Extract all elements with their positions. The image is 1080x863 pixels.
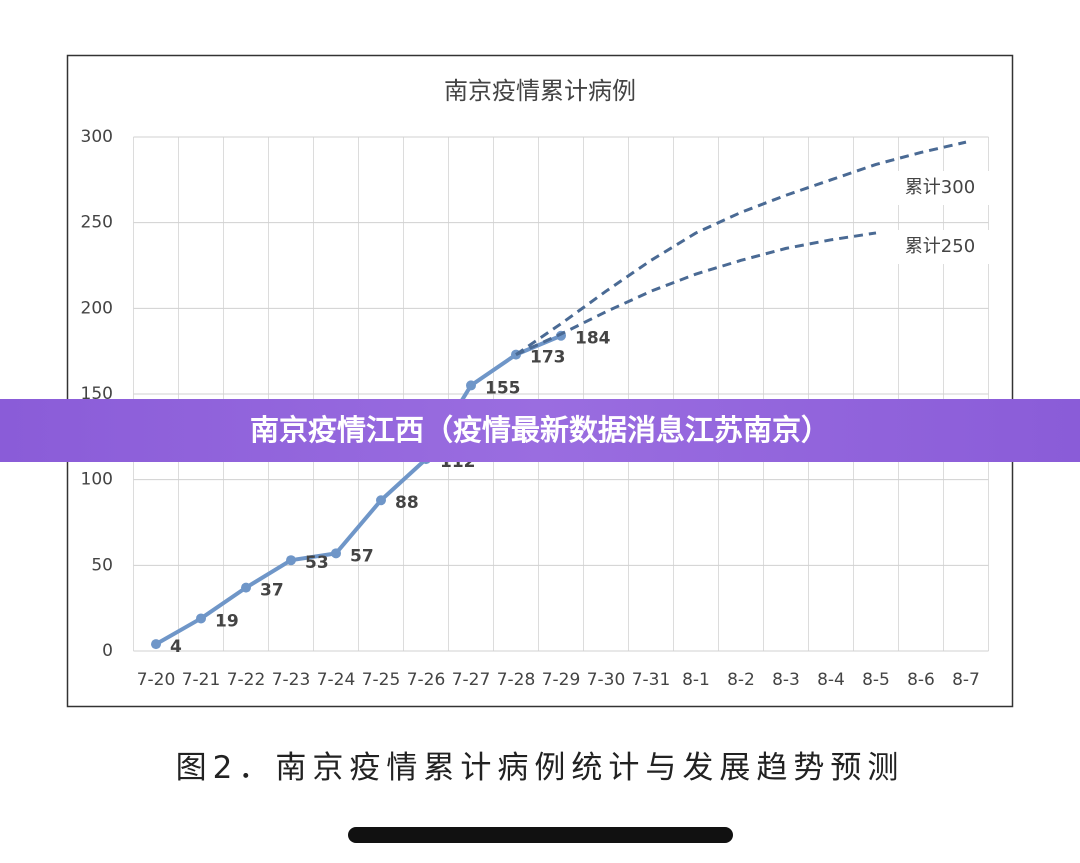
- x-tick-label: 7-21: [182, 670, 221, 690]
- data-label: 37: [260, 581, 284, 601]
- data-point: [376, 495, 386, 506]
- data-label: 155: [485, 378, 521, 398]
- series-label: 累计250: [905, 236, 975, 257]
- scroll-indicator: [348, 827, 733, 843]
- projection-line: [515, 231, 877, 356]
- data-point: [331, 548, 341, 559]
- data-label: 88: [395, 493, 419, 513]
- data-point: [241, 582, 251, 593]
- y-tick-label: 0: [102, 641, 113, 661]
- data-label: 173: [530, 348, 566, 368]
- x-tick-label: 7-29: [542, 670, 581, 690]
- x-tick-label: 7-31: [632, 670, 671, 690]
- x-tick-label: 8-6: [907, 670, 935, 690]
- series-label: 累计300: [905, 177, 975, 198]
- x-tick-label: 8-4: [817, 670, 845, 690]
- projection-line: [515, 140, 967, 356]
- data-label: 53: [305, 553, 329, 573]
- x-tick-label: 7-20: [137, 670, 176, 690]
- x-tick-label: 7-25: [362, 670, 401, 690]
- data-line: [155, 333, 562, 646]
- y-tick-label: 50: [91, 555, 113, 575]
- x-tick-label: 7-26: [407, 670, 446, 690]
- x-tick-label: 7-28: [497, 670, 536, 690]
- x-tick-label: 7-30: [587, 670, 626, 690]
- label-bg: [894, 171, 994, 205]
- x-tick-label: 7-24: [317, 670, 356, 690]
- data-label: 57: [350, 546, 374, 566]
- data-point: [466, 380, 476, 391]
- data-point: [196, 613, 206, 624]
- chart-title: 南京疫情累计病例: [444, 77, 636, 105]
- y-tick-label: 250: [81, 213, 113, 233]
- y-tick-label: 300: [81, 127, 113, 147]
- x-tick-label: 8-3: [772, 670, 800, 690]
- y-tick-label: 200: [81, 298, 113, 318]
- x-tick-label: 8-7: [952, 670, 980, 690]
- y-tick-label: 100: [81, 470, 113, 490]
- chart-frame: [66, 54, 1014, 708]
- label-bg: [894, 230, 994, 264]
- x-tick-label: 7-22: [227, 670, 266, 690]
- x-tick-label: 8-2: [727, 670, 755, 690]
- x-tick-label: 8-1: [682, 670, 710, 690]
- data-label: 19: [215, 611, 239, 631]
- data-label: 184: [575, 329, 611, 349]
- data-label: 4: [170, 637, 182, 657]
- banner: 南京疫情江西（疫情最新数据消息江苏南京）: [0, 399, 1080, 462]
- x-tick-label: 7-23: [272, 670, 311, 690]
- data-point: [151, 639, 161, 650]
- x-tick-label: 8-5: [862, 670, 890, 690]
- caption: 图2．南京疫情累计病例统计与发展趋势预测: [175, 750, 905, 786]
- data-point: [286, 555, 296, 566]
- x-tick-label: 7-27: [452, 670, 491, 690]
